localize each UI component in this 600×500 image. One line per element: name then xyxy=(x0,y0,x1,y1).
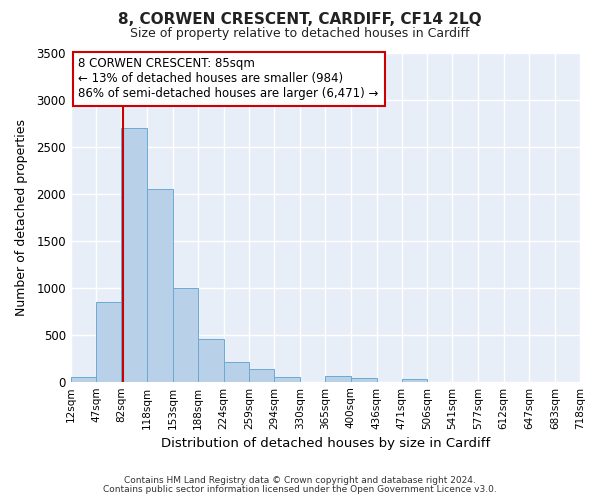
Bar xyxy=(402,379,427,382)
Bar xyxy=(96,302,121,382)
X-axis label: Distribution of detached houses by size in Cardiff: Distribution of detached houses by size … xyxy=(161,437,490,450)
Bar xyxy=(274,376,300,382)
Bar xyxy=(71,376,96,382)
Bar xyxy=(249,369,274,382)
Bar xyxy=(350,378,377,382)
Bar xyxy=(147,189,173,382)
Bar xyxy=(121,128,147,382)
Text: 8, CORWEN CRESCENT, CARDIFF, CF14 2LQ: 8, CORWEN CRESCENT, CARDIFF, CF14 2LQ xyxy=(118,12,482,28)
Bar xyxy=(224,362,249,382)
Bar xyxy=(325,376,350,382)
Text: Contains HM Land Registry data © Crown copyright and database right 2024.: Contains HM Land Registry data © Crown c… xyxy=(124,476,476,485)
Bar xyxy=(198,340,224,382)
Text: 8 CORWEN CRESCENT: 85sqm
← 13% of detached houses are smaller (984)
86% of semi-: 8 CORWEN CRESCENT: 85sqm ← 13% of detach… xyxy=(79,58,379,100)
Text: Size of property relative to detached houses in Cardiff: Size of property relative to detached ho… xyxy=(130,28,470,40)
Bar xyxy=(173,288,198,382)
Y-axis label: Number of detached properties: Number of detached properties xyxy=(15,118,28,316)
Text: Contains public sector information licensed under the Open Government Licence v3: Contains public sector information licen… xyxy=(103,485,497,494)
